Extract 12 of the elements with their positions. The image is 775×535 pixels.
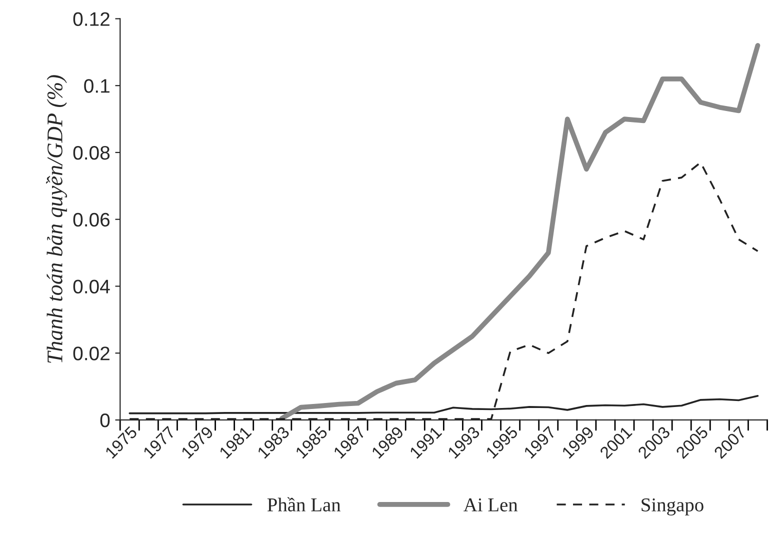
y-tick-label: 0.12 [73, 12, 110, 26]
y-tick-label: 0.1 [84, 79, 110, 93]
line-series [279, 43, 760, 420]
y-tick-label: 0 [100, 413, 110, 428]
y-axis-title: Thanh toán bản quyền/GDP (%) [46, 75, 68, 363]
y-tick-label: 0.02 [73, 346, 110, 360]
y-tick-label: 0.04 [73, 280, 110, 294]
legend-label: Phần Lan [267, 497, 341, 512]
y-tick-label: 0.08 [73, 146, 110, 160]
legend-label: Ai Len [464, 498, 518, 512]
y-tick-label: 0.06 [73, 212, 110, 227]
legend-label: Singapo [642, 498, 704, 516]
